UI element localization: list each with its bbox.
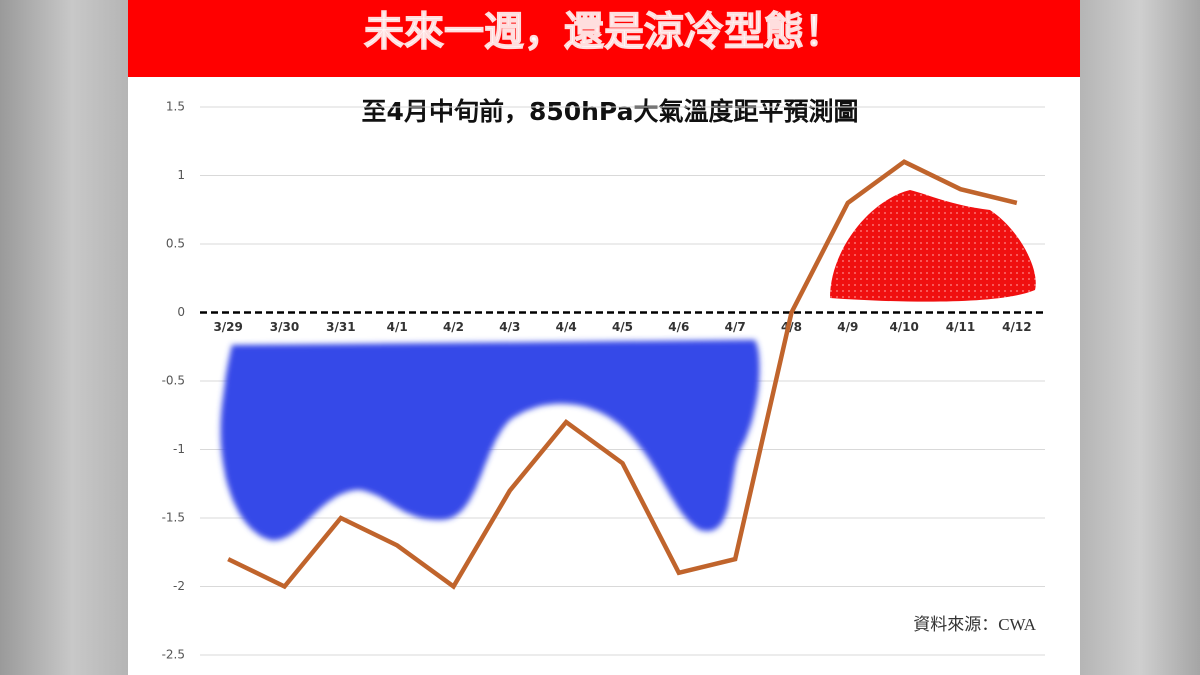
y-tick-label: 0 bbox=[177, 305, 185, 319]
warm-area bbox=[830, 190, 1036, 302]
panel bbox=[128, 0, 1080, 675]
x-tick-label: 3/30 bbox=[270, 320, 299, 334]
annotation-shapes bbox=[220, 190, 1036, 541]
x-tick-label: 4/1 bbox=[387, 320, 408, 334]
x-tick-label: 4/4 bbox=[556, 320, 577, 334]
x-tick-label: 4/11 bbox=[946, 320, 975, 334]
y-tick-label: 0.5 bbox=[166, 237, 185, 251]
y-tick-label: 1.5 bbox=[166, 100, 185, 114]
source-note: 資料來源：CWA bbox=[913, 615, 1036, 634]
x-tick-label: 4/7 bbox=[725, 320, 746, 334]
x-tick-label: 4/3 bbox=[499, 320, 520, 334]
y-tick-label: -0.5 bbox=[162, 374, 185, 388]
chart-title: 至4月中旬前，850hPa大氣溫度距平預測圖 bbox=[362, 97, 859, 126]
y-tick-label: -2 bbox=[173, 579, 185, 593]
x-tick-label: 4/6 bbox=[668, 320, 689, 334]
banner bbox=[128, 0, 1080, 77]
temperature-line bbox=[227, 159, 1018, 590]
cold-area bbox=[220, 340, 760, 541]
x-tick-label: 4/12 bbox=[1002, 320, 1031, 334]
x-tick-label: 4/2 bbox=[443, 320, 464, 334]
x-tick-label: 4/10 bbox=[889, 320, 918, 334]
x-tick-label: 3/31 bbox=[326, 320, 355, 334]
banner-title: 未來一週，還是涼冷型態！ bbox=[364, 9, 844, 55]
y-tick-label: 1 bbox=[177, 168, 185, 182]
x-tick-label: 3/29 bbox=[213, 320, 242, 334]
x-tick-label: 4/5 bbox=[612, 320, 633, 334]
x-tick-label: 4/9 bbox=[837, 320, 858, 334]
y-tick-label: -1 bbox=[173, 442, 185, 456]
y-tick-label: -2.5 bbox=[162, 648, 185, 662]
y-tick-label: -1.5 bbox=[162, 511, 185, 525]
